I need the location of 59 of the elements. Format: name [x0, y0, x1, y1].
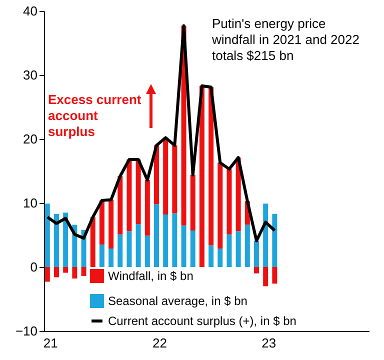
bar [118, 234, 123, 267]
bar [163, 214, 168, 267]
bar [144, 236, 150, 267]
bar [254, 267, 259, 274]
bar [190, 230, 196, 267]
bar [54, 214, 59, 267]
x-tick-label: 22 [152, 336, 167, 350]
bar [208, 245, 214, 267]
bar [226, 234, 232, 267]
bar [190, 174, 196, 231]
legend-label: Windfall, in $ bn [108, 269, 194, 283]
bar [218, 248, 223, 267]
bar [136, 224, 141, 267]
bar [118, 176, 123, 234]
bar [44, 204, 50, 267]
bar [90, 217, 96, 267]
bar [208, 87, 214, 246]
bar [272, 267, 278, 284]
bar [63, 212, 68, 267]
bar [54, 267, 59, 278]
bar [226, 169, 232, 234]
bar [108, 200, 114, 248]
annotation: Putin's energy price windfall in 2021 and 2022 totals $215 bn [212, 16, 360, 64]
bar [144, 180, 150, 236]
x-tick-label: 23 [262, 336, 276, 350]
bar [99, 200, 104, 245]
bar [263, 267, 268, 286]
bar [81, 267, 86, 276]
bar [172, 145, 178, 214]
bar [244, 224, 250, 267]
bar [136, 159, 141, 224]
bar [199, 86, 204, 267]
bar [254, 240, 259, 267]
bar [263, 204, 268, 267]
y-tick-label: 30 [23, 68, 38, 82]
bar [163, 138, 168, 215]
y-tick-label: −10 [15, 324, 38, 338]
bar [172, 213, 178, 267]
y-tick-label: 10 [23, 196, 38, 210]
bar [236, 231, 241, 267]
bar [63, 267, 68, 273]
legend-label: Seasonal average, in $ bn [108, 294, 248, 308]
y-tick-label: 20 [23, 132, 38, 146]
x-tick-label: 21 [43, 336, 58, 350]
bar [154, 204, 159, 267]
bar [181, 225, 186, 267]
annotation: Excess current account surplus [48, 92, 142, 140]
legend-label: Current account surplus (+), in $ bn [108, 314, 296, 328]
bar [154, 145, 159, 204]
bar [99, 244, 104, 267]
bar [126, 159, 132, 232]
bar [44, 267, 50, 282]
y-tick-label: 40 [23, 4, 38, 18]
bar [72, 267, 78, 279]
bar [218, 162, 223, 248]
bar [272, 214, 278, 267]
bar [108, 248, 114, 267]
y-tick-label: 0 [30, 260, 38, 274]
bar [126, 231, 132, 267]
